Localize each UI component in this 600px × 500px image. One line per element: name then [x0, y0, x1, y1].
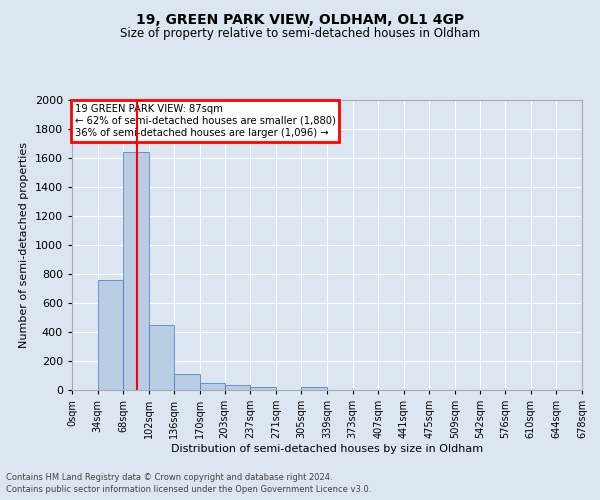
Text: 19, GREEN PARK VIEW, OLDHAM, OL1 4GP: 19, GREEN PARK VIEW, OLDHAM, OL1 4GP	[136, 12, 464, 26]
Bar	[200, 384, 224, 390]
Bar	[98, 280, 123, 390]
Text: Contains public sector information licensed under the Open Government Licence v3: Contains public sector information licen…	[6, 486, 371, 494]
Bar	[224, 386, 250, 390]
Bar	[250, 387, 276, 390]
Text: Contains HM Land Registry data © Crown copyright and database right 2024.: Contains HM Land Registry data © Crown c…	[6, 473, 332, 482]
Bar	[123, 152, 149, 390]
Bar	[175, 374, 200, 390]
X-axis label: Distribution of semi-detached houses by size in Oldham: Distribution of semi-detached houses by …	[171, 444, 483, 454]
Y-axis label: Number of semi-detached properties: Number of semi-detached properties	[19, 142, 29, 348]
Bar	[301, 387, 327, 390]
Text: Size of property relative to semi-detached houses in Oldham: Size of property relative to semi-detach…	[120, 28, 480, 40]
Text: 19 GREEN PARK VIEW: 87sqm
← 62% of semi-detached houses are smaller (1,880)
36% : 19 GREEN PARK VIEW: 87sqm ← 62% of semi-…	[74, 104, 335, 138]
Bar	[149, 325, 175, 390]
